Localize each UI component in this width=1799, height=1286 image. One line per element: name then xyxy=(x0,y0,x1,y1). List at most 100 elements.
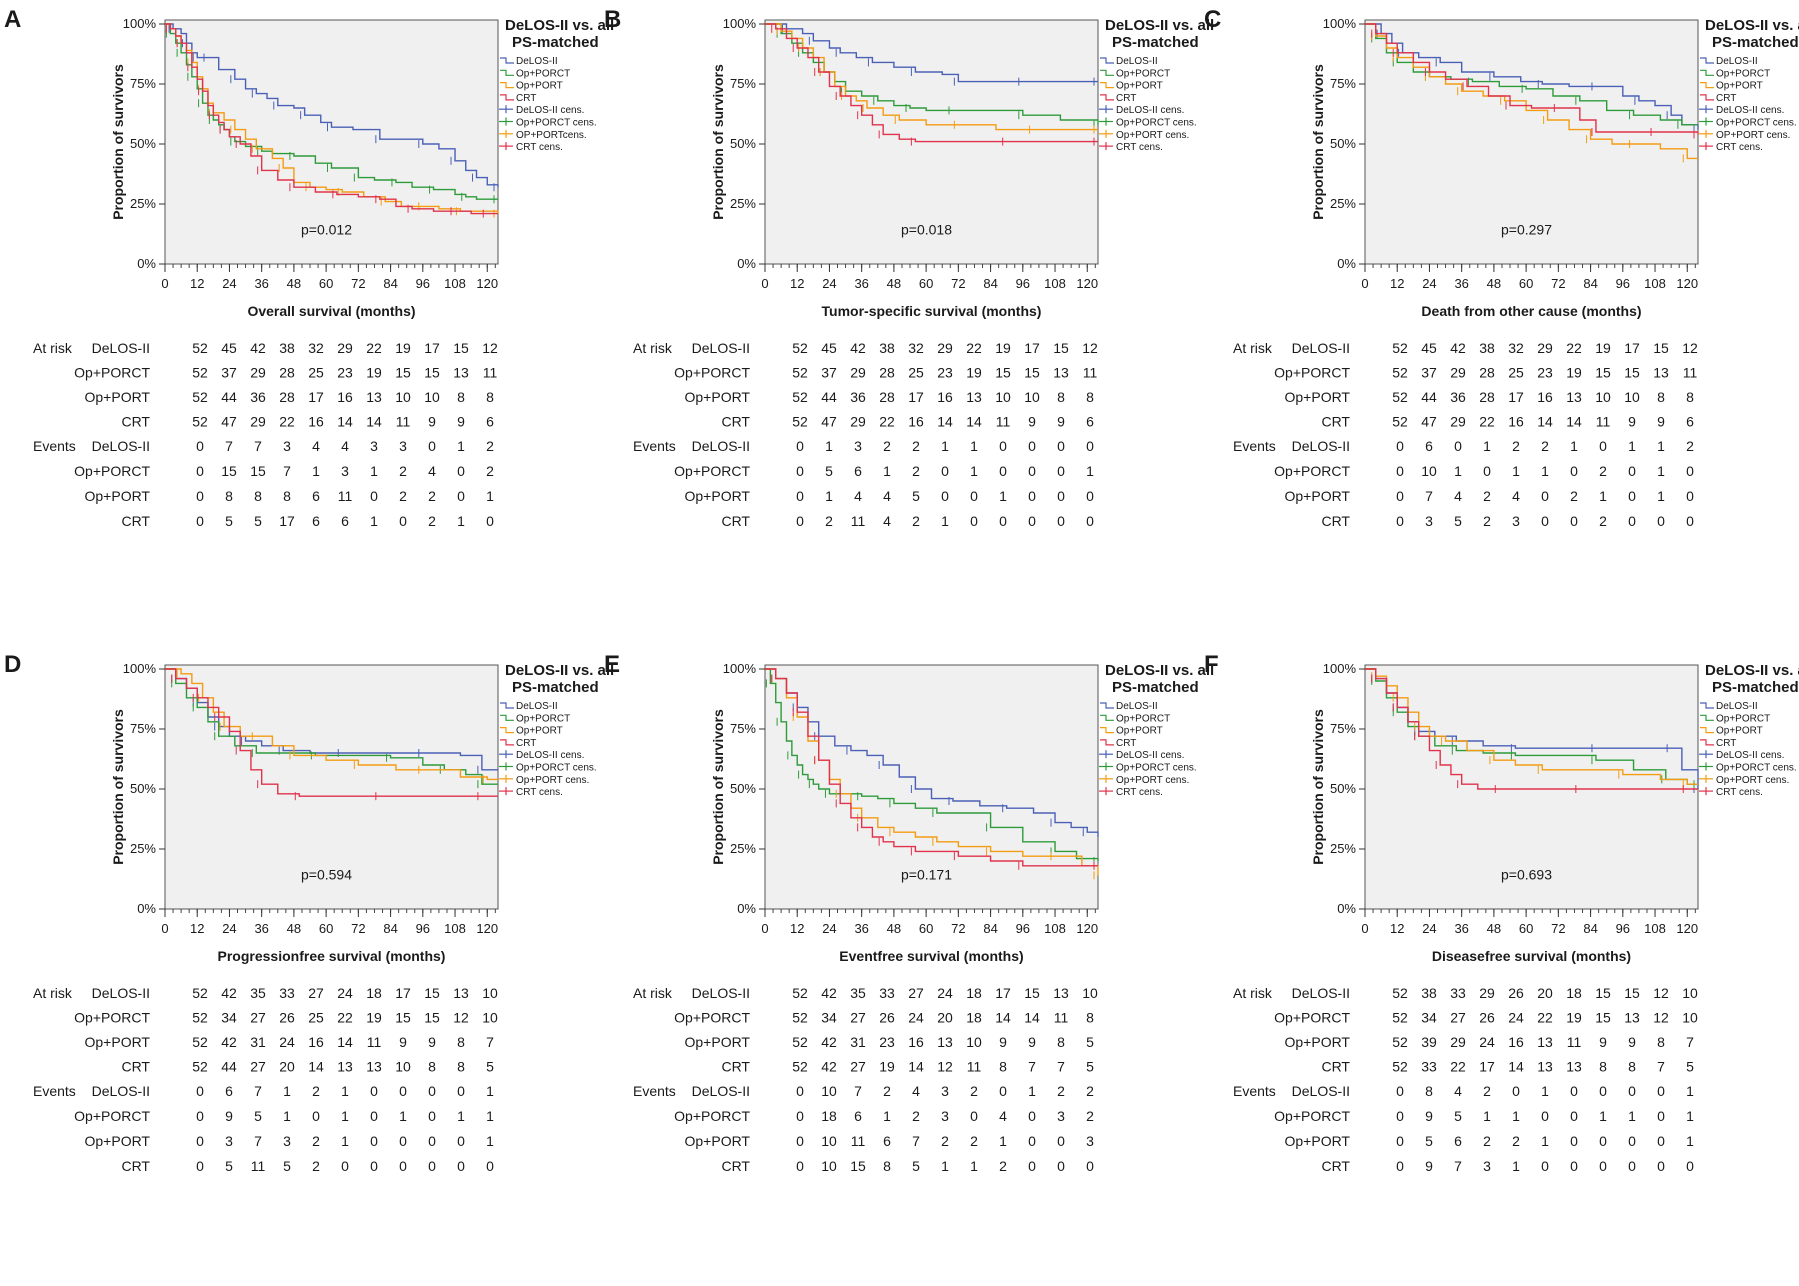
at-risk-count: 44 xyxy=(1421,389,1437,405)
event-count: 4 xyxy=(912,1083,920,1099)
at-risk-group: DeLOS-II xyxy=(92,340,150,356)
legend-swatch xyxy=(1700,82,1714,89)
event-count: 0 xyxy=(999,513,1007,529)
x-tick-label: 0 xyxy=(1361,921,1368,936)
y-tick-label: 75% xyxy=(1330,721,1356,736)
at-risk-count: 47 xyxy=(821,414,837,430)
at-risk-count: 17 xyxy=(424,340,440,356)
at-risk-count: 13 xyxy=(366,1059,382,1075)
at-risk-count: 42 xyxy=(221,985,237,1001)
event-count: 1 xyxy=(999,1133,1007,1149)
y-axis-title: Proportion of survivors xyxy=(1310,709,1326,865)
y-tick-label: 0% xyxy=(137,256,156,271)
at-risk-count: 15 xyxy=(995,365,1011,381)
events-group: DeLOS-II xyxy=(1292,1083,1350,1099)
at-risk-count: 16 xyxy=(1537,389,1553,405)
at-risk-count: 9 xyxy=(1657,414,1665,430)
at-risk-count: 29 xyxy=(850,365,866,381)
event-count: 0 xyxy=(1570,463,1578,479)
event-count: 7 xyxy=(225,438,233,454)
x-tick-label: 36 xyxy=(254,921,268,936)
legend-swatch xyxy=(1700,702,1714,709)
event-count: 2 xyxy=(825,513,833,529)
at-risk-count: 47 xyxy=(1421,414,1437,430)
panel-label: A xyxy=(4,6,22,33)
x-axis-title: Death from other cause (months) xyxy=(1421,303,1641,319)
legend-swatch xyxy=(1100,739,1114,746)
at-risk-count: 42 xyxy=(221,1034,237,1050)
event-count: 2 xyxy=(1512,438,1520,454)
at-risk-count: 38 xyxy=(279,340,295,356)
event-count: 2 xyxy=(1599,463,1607,479)
at-risk-count: 9 xyxy=(1628,1034,1636,1050)
event-count: 0 xyxy=(370,1108,378,1124)
event-count: 0 xyxy=(1570,1108,1578,1124)
y-tick-label: 100% xyxy=(723,16,757,31)
at-risk-count: 10 xyxy=(482,985,498,1001)
at-risk-count: 52 xyxy=(192,365,208,381)
at-risk-count: 8 xyxy=(1057,389,1065,405)
at-risk-count: 22 xyxy=(1566,340,1582,356)
event-count: 4 xyxy=(854,488,862,504)
event-count: 1 xyxy=(970,438,978,454)
y-tick-label: 50% xyxy=(730,136,756,151)
at-risk-count: 52 xyxy=(792,985,808,1001)
events-group: Op+PORT xyxy=(1285,1133,1351,1149)
at-risk-count: 52 xyxy=(192,1059,208,1075)
at-risk-group: Op+PORT xyxy=(1285,389,1351,405)
x-tick-label: 84 xyxy=(1583,276,1597,291)
event-count: 11 xyxy=(851,1133,866,1149)
x-tick-label: 108 xyxy=(1644,276,1666,291)
event-count: 0 xyxy=(1570,1158,1578,1174)
event-count: 6 xyxy=(341,513,349,529)
x-tick-label: 36 xyxy=(1454,276,1468,291)
legend-entry: DeLOS-II xyxy=(516,56,558,67)
at-risk-count: 12 xyxy=(1082,340,1098,356)
event-count: 0 xyxy=(457,1158,465,1174)
at-risk-count: 28 xyxy=(279,365,295,381)
x-tick-label: 0 xyxy=(761,276,768,291)
events-group: Op+PORT xyxy=(685,488,751,504)
at-risk-count: 33 xyxy=(279,985,295,1001)
at-risk-count: 10 xyxy=(1682,1010,1698,1026)
event-count: 0 xyxy=(1396,438,1404,454)
y-tick-label: 75% xyxy=(130,76,156,91)
legend-entry: CRT cens. xyxy=(1716,142,1763,153)
at-risk-count: 13 xyxy=(337,1059,353,1075)
at-risk-count: 24 xyxy=(937,985,953,1001)
event-count: 0 xyxy=(486,1158,494,1174)
at-risk-count: 36 xyxy=(250,389,266,405)
events-group: Op+PORT xyxy=(685,1133,751,1149)
at-risk-count: 13 xyxy=(1566,389,1582,405)
legend-swatch xyxy=(500,57,514,64)
at-risk-count: 52 xyxy=(1392,414,1408,430)
at-risk-count: 52 xyxy=(1392,985,1408,1001)
at-risk-count: 52 xyxy=(192,1034,208,1050)
legend-swatch xyxy=(1700,94,1714,101)
at-risk-count: 52 xyxy=(792,389,808,405)
event-count: 10 xyxy=(821,1158,837,1174)
at-risk-count: 7 xyxy=(1686,1034,1694,1050)
at-risk-count: 10 xyxy=(995,389,1011,405)
legend-swatch xyxy=(1100,727,1114,734)
event-count: 0 xyxy=(1541,1158,1549,1174)
at-risk-count: 7 xyxy=(1057,1059,1065,1075)
at-risk-count: 22 xyxy=(1479,414,1495,430)
plot-area xyxy=(1364,664,1699,910)
event-count: 0 xyxy=(1628,1133,1636,1149)
at-risk-count: 7 xyxy=(486,1034,494,1050)
at-risk-count: 36 xyxy=(850,389,866,405)
at-risk-count: 20 xyxy=(279,1059,295,1075)
x-tick-label: 60 xyxy=(319,921,333,936)
legend-entry: Op+PORT cens. xyxy=(1716,775,1789,786)
at-risk-count: 12 xyxy=(453,1010,469,1026)
p-value: p=0.693 xyxy=(1501,867,1552,883)
at-risk-count: 8 xyxy=(457,1059,465,1075)
event-count: 0 xyxy=(1628,463,1636,479)
event-count: 0 xyxy=(341,1158,349,1174)
p-value: p=0.012 xyxy=(301,222,352,238)
event-count: 3 xyxy=(1483,1158,1491,1174)
at-risk-count: 22 xyxy=(879,414,895,430)
x-tick-label: 108 xyxy=(1044,276,1066,291)
at-risk-count: 52 xyxy=(192,985,208,1001)
